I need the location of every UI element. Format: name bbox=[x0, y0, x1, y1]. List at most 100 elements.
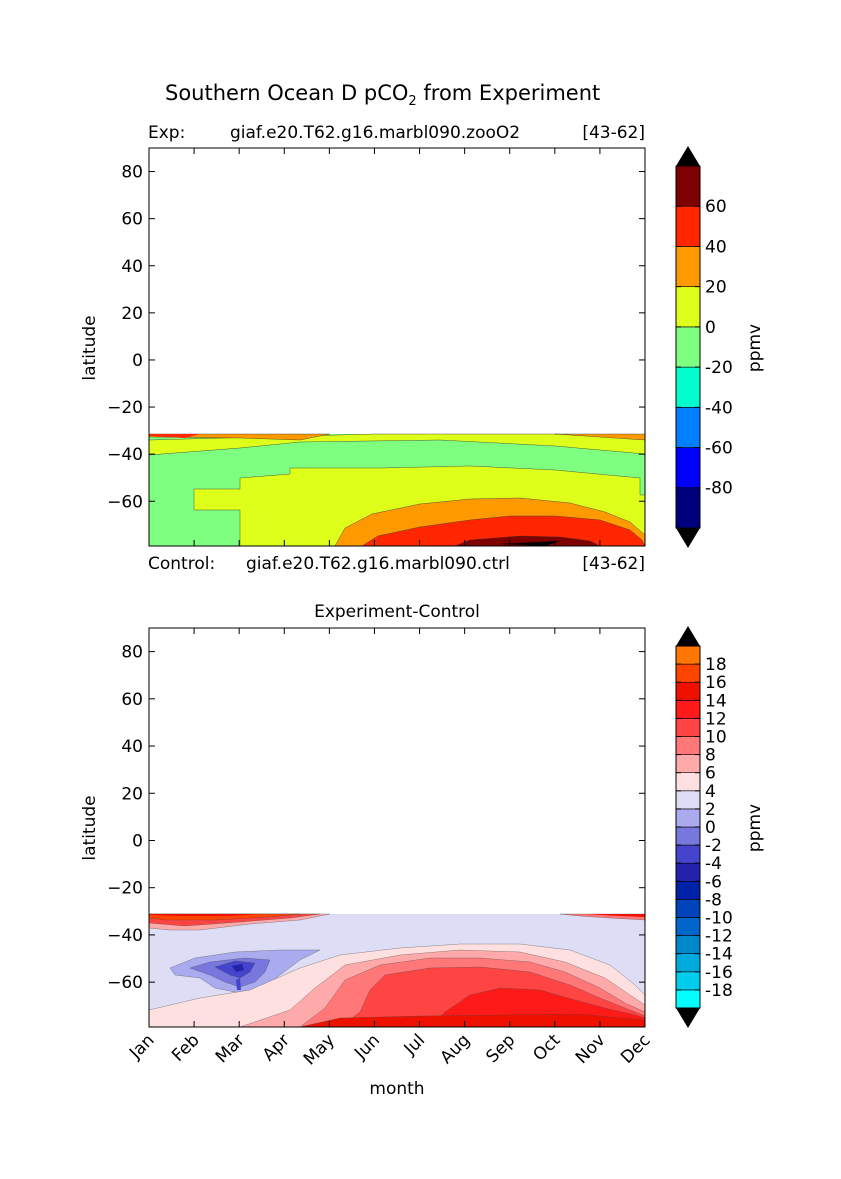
top-y-axis-label: latitude bbox=[80, 315, 100, 380]
ctrl-years: [43-62] bbox=[582, 554, 645, 574]
top-cbar-swatch bbox=[675, 246, 701, 287]
top-region-40-60-core bbox=[361, 515, 645, 546]
bot-region-10-12-edge bbox=[149, 914, 260, 916]
bot-cbar-tick-label: 12 bbox=[705, 709, 727, 729]
top-cbar-swatch bbox=[675, 205, 701, 247]
bot-cbar-tick-label: -14 bbox=[705, 945, 733, 965]
bot-y-tick-label: 80 bbox=[121, 643, 143, 663]
bot-cbar-swatch bbox=[675, 718, 701, 737]
bot-cbar-swatch bbox=[675, 862, 701, 882]
top-region-max bbox=[500, 541, 560, 546]
bot-x-tick-label: Mar bbox=[212, 1030, 249, 1067]
top-region-40-60-edge bbox=[149, 434, 200, 438]
top-contour-field bbox=[149, 433, 645, 546]
bot-cbar-swatch bbox=[675, 880, 701, 900]
bottom-y-axis-label: latitude bbox=[80, 795, 100, 860]
bot-y-tick-label: −40 bbox=[107, 926, 143, 946]
bot-cbar-tick-label: -6 bbox=[705, 872, 722, 892]
top-cbar-tick-label: -20 bbox=[705, 358, 733, 378]
top-cbar-extend-max bbox=[676, 146, 700, 166]
bot-cbar-tick-label: -2 bbox=[705, 836, 722, 856]
top-region-60-80-core bbox=[454, 535, 601, 546]
bot-x-tick-label: Jun bbox=[350, 1030, 384, 1064]
bot-region-neg10-neg8 bbox=[232, 964, 244, 972]
bot-cbar-extend-min bbox=[676, 1008, 700, 1028]
bot-cbar-swatch bbox=[675, 953, 701, 973]
bot-cbar-tick-label: -16 bbox=[705, 963, 733, 983]
top-cbar-swatch bbox=[675, 447, 701, 489]
bottom-plot-frame bbox=[148, 627, 646, 1028]
top-cbar-tick-label: 60 bbox=[705, 197, 727, 217]
bot-cbar-swatch bbox=[675, 808, 701, 828]
bot-cbar-swatch bbox=[675, 754, 701, 773]
ctrl-case: giaf.e20.T62.g16.marbl090.ctrl bbox=[246, 554, 510, 574]
bot-y-tick-label: −20 bbox=[107, 879, 143, 899]
top-y-tick-label: −20 bbox=[107, 398, 143, 418]
top-cbar-frame bbox=[675, 165, 701, 529]
bot-cbar-tick-label: 8 bbox=[705, 746, 716, 766]
bot-cbar-swatch bbox=[675, 736, 701, 755]
top-cbar-tick-label: -60 bbox=[705, 439, 733, 459]
top-y-tick-label: 40 bbox=[121, 257, 143, 277]
top-plot-area: −60 −40 −20 0 20 40 60 80 bbox=[107, 147, 646, 547]
bot-region-neg8-stem bbox=[236, 978, 241, 990]
top-cbar-swatch bbox=[675, 407, 701, 448]
bot-cbar-tick-label: -18 bbox=[705, 981, 733, 1001]
ctrl-label: Control: bbox=[148, 554, 215, 574]
bot-cbar-swatch bbox=[675, 917, 701, 936]
bot-y-tick-label: 0 bbox=[132, 831, 143, 851]
bot-cbar-tick-label: 6 bbox=[705, 764, 716, 784]
exp-label: Exp: bbox=[148, 123, 185, 143]
bot-x-tick-label: Dec bbox=[617, 1030, 654, 1067]
top-cbar-tick-label: 40 bbox=[705, 237, 727, 257]
bot-cbar-swatch bbox=[675, 826, 701, 846]
top-cbar-swatch bbox=[675, 165, 701, 207]
bot-x-tick-label: Nov bbox=[572, 1030, 610, 1068]
bot-x-tick-label: Feb bbox=[168, 1030, 203, 1065]
top-y-ticks: −60 −40 −20 0 20 40 60 80 bbox=[107, 163, 645, 512]
bot-y-tick-label: −60 bbox=[107, 973, 143, 993]
top-cbar-tick-label: -40 bbox=[705, 398, 733, 418]
bot-cbar-swatch bbox=[675, 681, 701, 701]
top-y-tick-label: 0 bbox=[132, 351, 143, 371]
top-cbar-swatch bbox=[675, 366, 701, 408]
top-plot-frame bbox=[148, 147, 646, 547]
top-y-tick-label: 60 bbox=[121, 210, 143, 230]
bot-y-tick-label: 40 bbox=[121, 737, 143, 757]
top-cbar-extend-min bbox=[676, 528, 700, 548]
bot-x-tick-label: Aug bbox=[437, 1030, 475, 1068]
bottom-title: Experiment-Control bbox=[314, 602, 480, 622]
top-y-tick-label: 20 bbox=[121, 304, 143, 324]
bot-cbar-tick-label: 0 bbox=[705, 818, 716, 838]
bot-y-tick-label: 20 bbox=[121, 784, 143, 804]
bot-cbar-tick-label: 14 bbox=[705, 691, 727, 711]
bot-cbar-swatch bbox=[675, 971, 701, 991]
exp-case: giaf.e20.T62.g16.marbl090.zooO2 bbox=[230, 123, 520, 143]
bot-region-10-12-edge-east bbox=[585, 914, 645, 917]
bot-cbar-tick-label: 18 bbox=[705, 655, 727, 675]
bot-x-tick-label: Apr bbox=[259, 1030, 294, 1065]
top-y-tick-label: −40 bbox=[107, 445, 143, 465]
bottom-contour-field bbox=[149, 913, 645, 1027]
top-cbar-tick-label: 0 bbox=[705, 318, 716, 338]
bottom-y-ticks: −60 −40 −20 0 20 40 60 80 bbox=[107, 643, 645, 993]
top-y-tick-label: −60 bbox=[107, 492, 143, 512]
bottom-colorbar-label: ppmv bbox=[745, 804, 765, 852]
top-cbar-swatch bbox=[675, 487, 701, 529]
bot-cbar-swatch bbox=[675, 989, 701, 1009]
bot-cbar-swatch bbox=[675, 844, 701, 864]
top-cbar-tick-label: -80 bbox=[705, 479, 733, 499]
top-cbar-swatch bbox=[675, 326, 701, 368]
bottom-x-axis-label: month bbox=[369, 1079, 424, 1099]
top-colorbar: -80 -60 -40 -20 0 20 40 60 bbox=[675, 146, 733, 548]
bot-cbar-swatch bbox=[675, 790, 701, 810]
bot-cbar-tick-label: -10 bbox=[705, 908, 733, 928]
bot-cbar-swatch bbox=[675, 663, 701, 683]
bot-x-tick-label: Jan bbox=[125, 1030, 158, 1063]
bot-x-tick-label: Jul bbox=[400, 1030, 429, 1059]
top-colorbar-label: ppmv bbox=[745, 324, 765, 372]
bot-cbar-tick-label: 16 bbox=[705, 673, 727, 693]
bottom-plot-area: Jan Feb Mar Apr May Jun Jul Aug Sep Oct Nov Dec −60… bbox=[107, 627, 655, 1069]
bot-x-tick-label: Oct bbox=[529, 1030, 564, 1065]
